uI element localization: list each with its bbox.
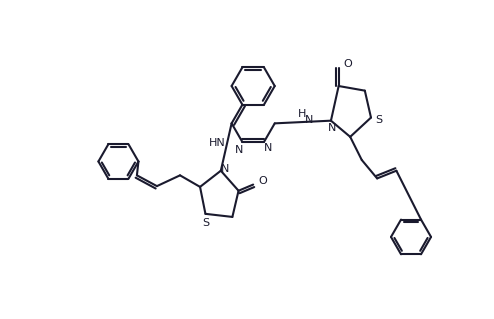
Text: HN: HN (208, 138, 225, 148)
Text: O: O (258, 176, 267, 186)
Text: N: N (264, 143, 272, 153)
Text: N: N (220, 164, 229, 174)
Text: S: S (203, 218, 210, 228)
Text: O: O (343, 59, 352, 70)
Text: S: S (375, 115, 382, 125)
Text: N: N (304, 115, 313, 125)
Text: N: N (329, 122, 337, 133)
Text: N: N (235, 145, 244, 155)
Text: H: H (298, 109, 307, 119)
